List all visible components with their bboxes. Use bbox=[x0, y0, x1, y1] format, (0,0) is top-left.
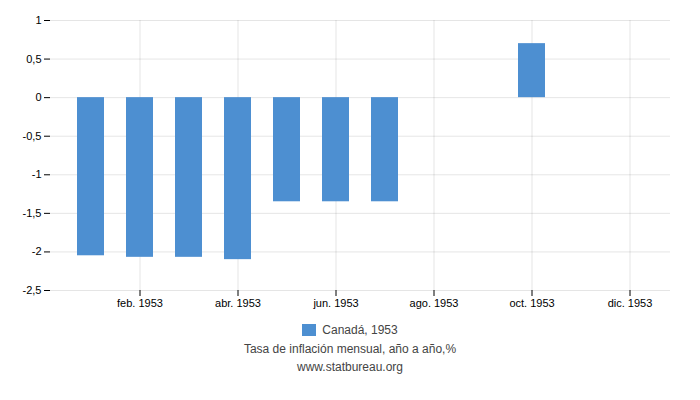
svg-text:0: 0 bbox=[35, 91, 41, 103]
svg-text:-2,5: -2,5 bbox=[23, 284, 42, 296]
svg-text:-1,5: -1,5 bbox=[23, 207, 42, 219]
html-text:Canadá, 1953: Canadá, 1953 bbox=[322, 323, 398, 337]
html-text:www.statbureau.org: www.statbureau.org bbox=[297, 360, 403, 374]
svg-text:-1: -1 bbox=[32, 168, 42, 180]
svg-text:dic. 1953: dic. 1953 bbox=[608, 297, 653, 309]
svg-text:abr. 1953: abr. 1953 bbox=[215, 297, 261, 309]
svg-text:-2: -2 bbox=[32, 245, 42, 257]
svg-text:oct. 1953: oct. 1953 bbox=[509, 297, 554, 309]
svg-text:jun. 1953: jun. 1953 bbox=[312, 297, 358, 309]
svg-text:1: 1 bbox=[35, 14, 41, 26]
svg-text:ago. 1953: ago. 1953 bbox=[410, 297, 459, 309]
svg-text:-0,5: -0,5 bbox=[23, 130, 42, 142]
svg-text:0,5: 0,5 bbox=[26, 53, 41, 65]
html-text:Tasa de inflación mensual, año: Tasa de inflación mensual, año a año,% bbox=[243, 342, 457, 356]
svg-text:feb. 1953: feb. 1953 bbox=[117, 297, 163, 309]
